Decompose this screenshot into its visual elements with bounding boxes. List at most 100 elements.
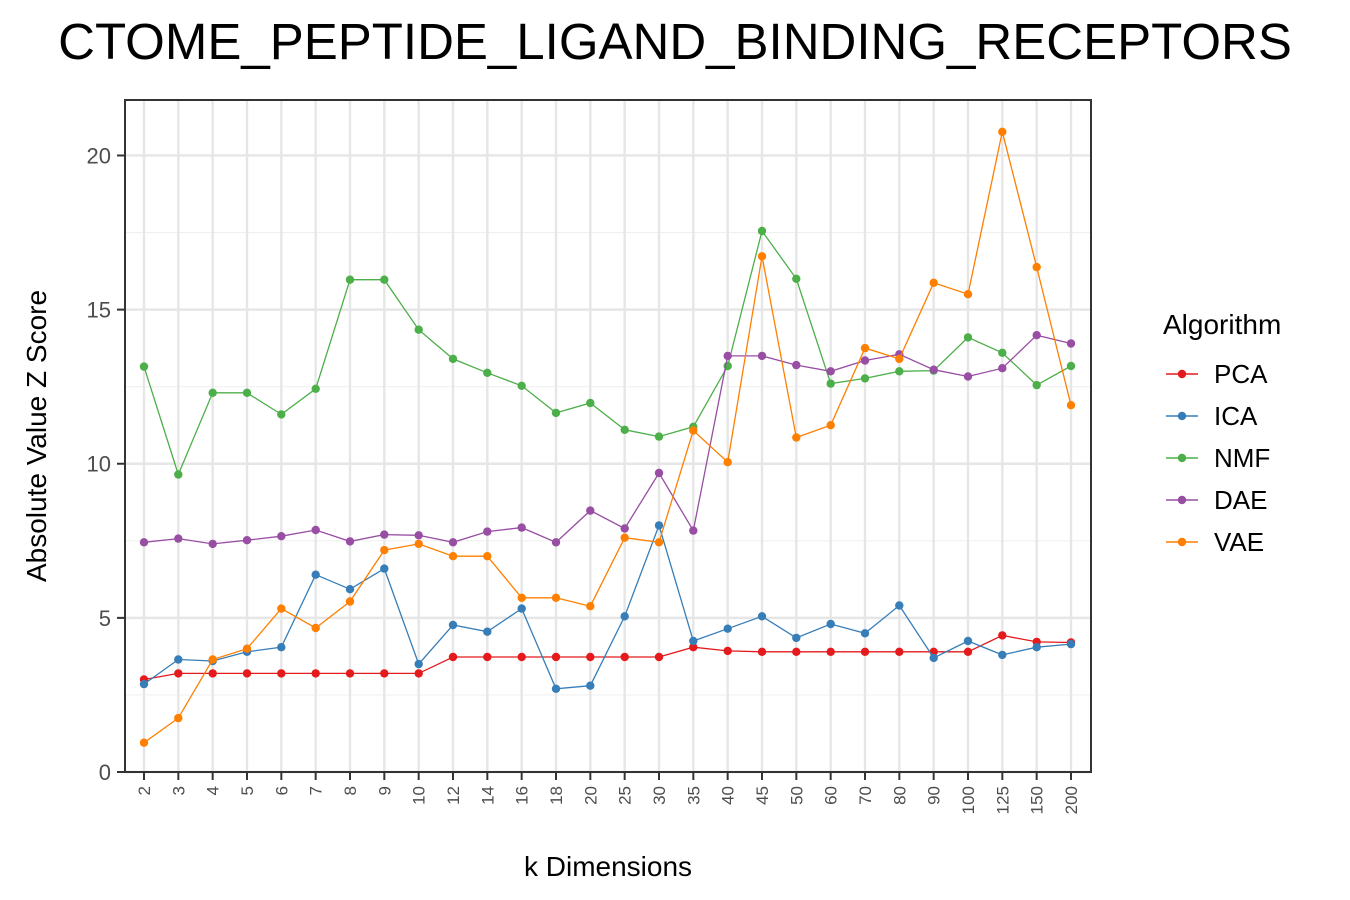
data-point-ica [689,636,698,646]
data-point-pca [414,669,423,678]
data-point-nmf [998,348,1007,357]
data-point-nmf [483,368,492,377]
data-point-dae [311,525,320,535]
data-point-vae [689,426,698,435]
data-point-vae [586,602,595,611]
data-point-pca [174,669,183,678]
legend-key-point [1177,495,1187,505]
x-tick-label: 30 [650,786,669,805]
x-tick-label: 10 [410,786,429,805]
data-point-ica [586,681,595,690]
data-point-dae [1066,339,1076,348]
data-point-dae [208,539,217,549]
data-point-dae [929,365,938,374]
data-point-pca [311,669,320,678]
x-tick-label: 200 [1062,786,1081,814]
legend-key-point [1177,537,1187,547]
legend-item-dae: DAE [1166,485,1267,515]
x-tick-label: 18 [547,786,566,805]
data-point-nmf [757,226,767,236]
data-point-dae [483,527,492,536]
data-point-vae [139,738,149,747]
data-point-ica [963,636,973,646]
data-point-dae [380,530,389,539]
data-point-pca [620,652,629,662]
data-point-nmf [448,354,458,364]
data-point-vae [826,421,835,430]
data-point-dae [723,351,732,361]
data-point-vae [242,644,252,653]
data-point-dae [860,356,870,365]
data-point-dae [517,523,526,532]
grid-lines [125,100,1091,774]
data-point-pca [963,647,973,656]
data-point-dae [448,538,458,547]
data-point-dae [654,468,664,478]
data-point-nmf [895,367,904,376]
data-point-dae [586,506,595,515]
data-point-nmf [208,388,217,397]
data-point-vae [311,623,320,633]
data-point-dae [1032,331,1041,340]
data-point-vae [620,533,629,542]
data-point-ica [654,521,664,530]
x-axis-label: k Dimensions [524,851,692,882]
data-point-dae [620,524,629,533]
data-point-ica [998,650,1007,660]
data-point-nmf [1032,380,1041,390]
data-point-ica [139,679,149,689]
series-dae [139,331,1076,549]
data-point-ica [929,653,938,663]
data-point-vae [517,593,526,602]
x-tick-label: 14 [478,786,497,805]
legend-key-point [1177,411,1187,421]
x-tick-label: 9 [375,786,394,795]
data-point-pca [792,647,801,656]
data-point-vae [551,593,561,602]
data-point-pca [242,669,252,678]
data-point-nmf [860,374,870,383]
data-point-vae [757,252,767,261]
legend-label: ICA [1214,401,1258,431]
data-point-pca [654,652,664,662]
data-point-vae [277,604,286,613]
x-tick-label: 50 [787,786,806,805]
x-tick-label: 45 [753,786,772,805]
series-line-vae [143,131,1072,744]
data-point-dae [792,360,801,370]
data-point-ica [483,627,492,636]
data-point-pca [723,646,732,656]
data-point-pca [757,647,767,656]
series-nmf [139,226,1076,479]
data-point-ica [1066,639,1076,649]
data-point-ica [1032,643,1041,652]
data-point-ica [345,585,355,594]
data-point-pca [448,652,458,662]
data-point-nmf [277,410,286,419]
legend-key-point [1177,453,1187,463]
x-tick-label: 100 [959,786,978,814]
data-point-ica [380,564,389,573]
data-point-ica [277,643,286,652]
series-pca [139,631,1076,684]
data-point-ica [860,629,870,638]
data-point-vae [345,597,355,606]
x-tick-label: 20 [581,786,600,805]
legend-item-pca: PCA [1166,359,1268,389]
data-point-vae [483,552,492,561]
data-point-nmf [620,425,629,434]
data-point-ica [757,612,767,621]
data-point-nmf [517,381,526,390]
x-tick-label: 12 [444,786,463,805]
x-tick-label: 3 [169,786,188,795]
x-tick-label: 125 [993,786,1012,814]
x-tick-label: 80 [890,786,909,805]
y-tick-label: 20 [87,143,111,168]
data-point-nmf [380,275,389,284]
legend-label: DAE [1214,485,1267,515]
data-point-vae [895,354,904,364]
x-tick-label: 8 [341,786,360,795]
data-point-pca [483,652,492,662]
x-tick-label: 6 [272,786,291,795]
data-point-pca [380,669,389,678]
